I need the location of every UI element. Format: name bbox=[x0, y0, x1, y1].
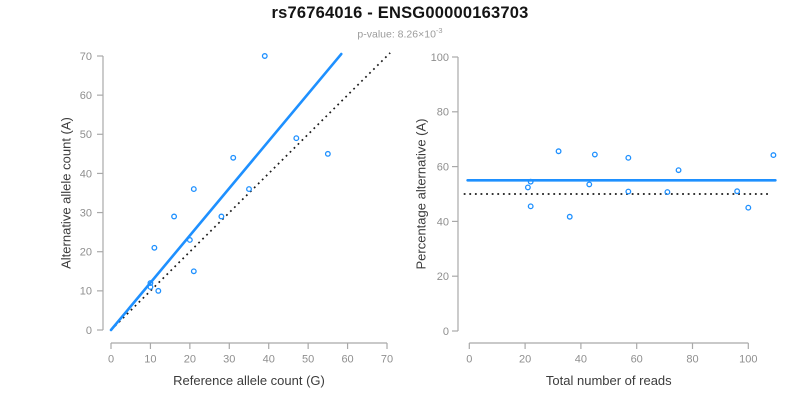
y-tick-label: 70 bbox=[80, 51, 92, 63]
x-tick-label: 50 bbox=[302, 353, 314, 365]
x-tick-label: 0 bbox=[108, 353, 114, 365]
data-point bbox=[246, 186, 252, 193]
data-point bbox=[293, 135, 300, 142]
data-point bbox=[527, 203, 534, 210]
data-point bbox=[555, 148, 562, 155]
x-tick-label: 40 bbox=[263, 353, 275, 365]
data-point bbox=[186, 237, 193, 243]
y-tick-label: 100 bbox=[431, 52, 449, 64]
figure-subtitle: p-value: 8.26×10-3 bbox=[0, 26, 800, 41]
data-point bbox=[591, 151, 598, 158]
y-tick-label: 30 bbox=[80, 207, 92, 219]
y-tick-label: 20 bbox=[80, 247, 92, 259]
figure-title: rs76764016 - ENSG00000163703 bbox=[271, 4, 529, 22]
data-point bbox=[190, 268, 197, 275]
data-point bbox=[147, 280, 154, 286]
data-point bbox=[190, 186, 197, 193]
pvalue-text: p-value: 8.26×10 bbox=[357, 28, 436, 41]
data-point bbox=[151, 244, 158, 251]
y-tick-label: 50 bbox=[80, 129, 92, 141]
data-point bbox=[261, 53, 268, 59]
y-tick-label: 0 bbox=[86, 325, 92, 337]
x-tick-label: 40 bbox=[575, 353, 587, 365]
data-point bbox=[625, 154, 632, 161]
y-tick-label: 80 bbox=[437, 107, 449, 119]
x-tick-label: 20 bbox=[184, 353, 196, 365]
x-tick-label: 30 bbox=[223, 353, 235, 365]
data-point bbox=[218, 213, 225, 220]
data-point bbox=[171, 213, 178, 220]
y-tick-label: 60 bbox=[437, 161, 449, 173]
x-tick-label: 0 bbox=[466, 353, 472, 365]
data-point bbox=[734, 188, 741, 195]
data-point bbox=[664, 189, 671, 196]
pvalue-exponent: -3 bbox=[435, 26, 443, 35]
data-point bbox=[524, 184, 531, 191]
data-point bbox=[155, 287, 162, 294]
y-tick-label: 60 bbox=[80, 90, 92, 102]
data-point bbox=[625, 188, 632, 195]
y-axis-label: Percentage alternative (A) bbox=[414, 118, 429, 269]
x-tick-label: 20 bbox=[519, 353, 531, 365]
data-point bbox=[324, 150, 331, 157]
x-tick-label: 60 bbox=[341, 353, 353, 365]
data-point bbox=[586, 181, 593, 188]
x-tick-label: 70 bbox=[381, 353, 393, 365]
y-tick-label: 40 bbox=[437, 216, 449, 228]
data-point bbox=[675, 167, 682, 174]
y-axis-label: Alternative allele count (A) bbox=[59, 117, 74, 269]
data-point bbox=[566, 213, 573, 220]
data-point bbox=[230, 154, 237, 161]
y-tick-label: 40 bbox=[80, 168, 92, 180]
data-point bbox=[147, 283, 154, 290]
x-tick-label: 10 bbox=[144, 353, 156, 365]
data-point bbox=[745, 204, 752, 211]
x-tick-label: 100 bbox=[739, 353, 757, 365]
y-tick-label: 0 bbox=[443, 326, 449, 338]
x-tick-label: 80 bbox=[686, 353, 698, 365]
x-tick-label: 60 bbox=[631, 353, 643, 365]
data-point bbox=[770, 152, 777, 159]
x-axis-label: Reference allele count (G) bbox=[173, 373, 325, 388]
fit-line bbox=[109, 52, 343, 332]
y-tick-label: 10 bbox=[80, 286, 92, 298]
x-axis-label: Total number of reads bbox=[546, 373, 672, 388]
data-point bbox=[527, 178, 534, 185]
y-tick-label: 20 bbox=[437, 271, 449, 283]
